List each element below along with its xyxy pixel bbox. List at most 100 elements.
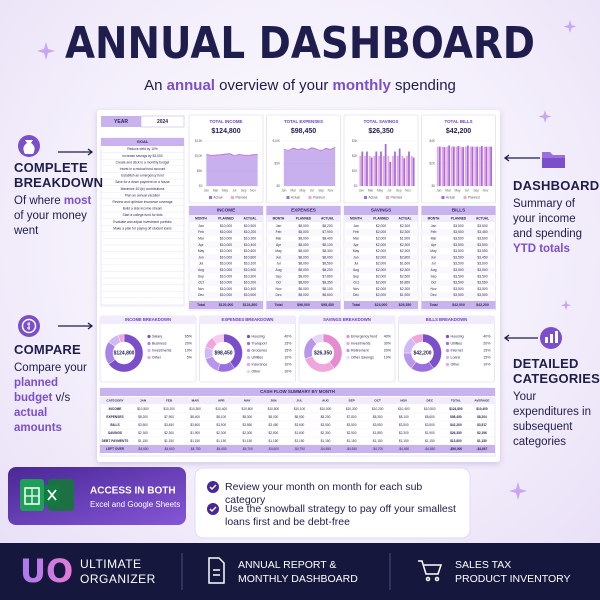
x-tick-label: Mar [445, 188, 451, 192]
row-band [266, 229, 341, 236]
cell: $8,100 [216, 415, 226, 419]
cell: $10,300 [189, 407, 201, 411]
cell: $2,500 [400, 274, 410, 278]
month: Jul [199, 262, 204, 266]
cell: $3,450 [477, 255, 487, 259]
cell: $2,300 [400, 243, 410, 247]
cell: $10,300 [244, 274, 256, 278]
cell: $3,550 [373, 423, 383, 427]
legend-label: Utilities [451, 341, 463, 345]
callout: COMPARE Compare your planned budget v/s … [14, 342, 92, 436]
planned-bar [387, 156, 390, 186]
planned-bar [450, 146, 453, 186]
table-header [266, 206, 341, 215]
column-header [344, 215, 418, 222]
goal: Start a college fund for kids [123, 213, 163, 217]
actual-bar [384, 144, 387, 186]
cell: $2,300 [400, 224, 410, 228]
month: Jun [198, 255, 204, 259]
cell: $2,000 [376, 281, 386, 285]
actual-line [283, 146, 336, 152]
legend-dot [246, 362, 251, 367]
planned-bar [441, 146, 444, 186]
cell: $2,000 [376, 224, 386, 228]
row-label: INCOME [109, 407, 122, 411]
legend-dot [246, 334, 251, 339]
month: Mar [198, 236, 205, 240]
cell: $8,000 [298, 268, 308, 272]
title: ANNUAL DASHBOARD [65, 18, 535, 69]
cell: $2,000 [376, 293, 386, 297]
month: Sep [353, 274, 359, 278]
legend-dot [246, 369, 251, 374]
legend-label: Insurance [252, 362, 268, 366]
month: May [430, 249, 437, 253]
cashflow-header [100, 388, 495, 396]
row-band [421, 241, 496, 249]
cell: $3,500 [425, 423, 435, 427]
legend-dot [246, 355, 251, 360]
x-tick-label: May [299, 188, 305, 192]
x-tick-label: Jan [204, 188, 209, 192]
actual-bar [438, 146, 441, 186]
goal-header-text: GOAL [137, 139, 149, 144]
cell: -$4,700 [372, 447, 383, 451]
legend-label: Actual [291, 195, 300, 199]
planned-bar [436, 146, 439, 186]
cell: $8,500 [295, 415, 305, 419]
cell: $10,200 [244, 230, 256, 234]
total-label: Total [197, 303, 205, 307]
planned-bar [410, 156, 413, 186]
column-label: PLANNED [296, 216, 312, 220]
cell: $10,600 [242, 407, 254, 411]
legend-label: Other [252, 369, 262, 373]
planned-bar [488, 146, 491, 186]
value-label: 10% [185, 348, 193, 352]
actual-bar [471, 146, 474, 186]
legend-swatch [364, 196, 367, 199]
cell: $2,300 [216, 431, 226, 435]
month: Aug [430, 268, 436, 272]
cell: $8,500 [322, 262, 332, 266]
cell: $1,150 [164, 439, 174, 443]
column-label: PLANNED [451, 216, 467, 220]
table-header [421, 206, 496, 215]
x-tick-label: Jul [465, 188, 469, 192]
cell: $8,600 [425, 415, 435, 419]
kpi-amount: $42,200 [446, 128, 471, 135]
legend-swatch [209, 196, 212, 199]
cell: $2,300 [400, 249, 410, 253]
column-label: AUG [322, 398, 329, 402]
y-tick-label: $3K [352, 139, 359, 143]
month: Oct [198, 281, 203, 285]
legend-dot [346, 355, 350, 360]
goal: Save for a down payment on a house [115, 180, 170, 184]
sparkles [37, 20, 577, 500]
month: Mar [276, 236, 283, 240]
column-label: MAR [192, 398, 200, 402]
subtitle-part: spending [391, 77, 456, 94]
month: Aug [353, 268, 359, 272]
y-tick-label: $2K [352, 154, 359, 158]
breakdown-header [299, 316, 395, 324]
row-band [344, 279, 418, 286]
total-row [421, 301, 496, 309]
cell: $8,200 [322, 224, 332, 228]
breakdown-panel [298, 315, 396, 383]
cell: $8,000 [298, 236, 308, 240]
cell: $3,450 [269, 423, 279, 427]
x-tick-label: Nov [250, 188, 256, 192]
value-label: 10% [284, 362, 292, 366]
legend-dot [246, 341, 251, 346]
row-band [189, 254, 263, 261]
cell: $2,000 [376, 236, 386, 240]
cell: $2,000 [376, 274, 386, 278]
cell: $8,204 [477, 415, 487, 419]
cell: $1,150 [321, 439, 331, 443]
x-tick-label: Nov [483, 188, 489, 192]
kpi-title: TOTAL EXPENSES [284, 119, 323, 124]
month: May [275, 249, 282, 253]
cell: $10,400 [244, 287, 256, 291]
legend-label: Planned [236, 195, 248, 199]
